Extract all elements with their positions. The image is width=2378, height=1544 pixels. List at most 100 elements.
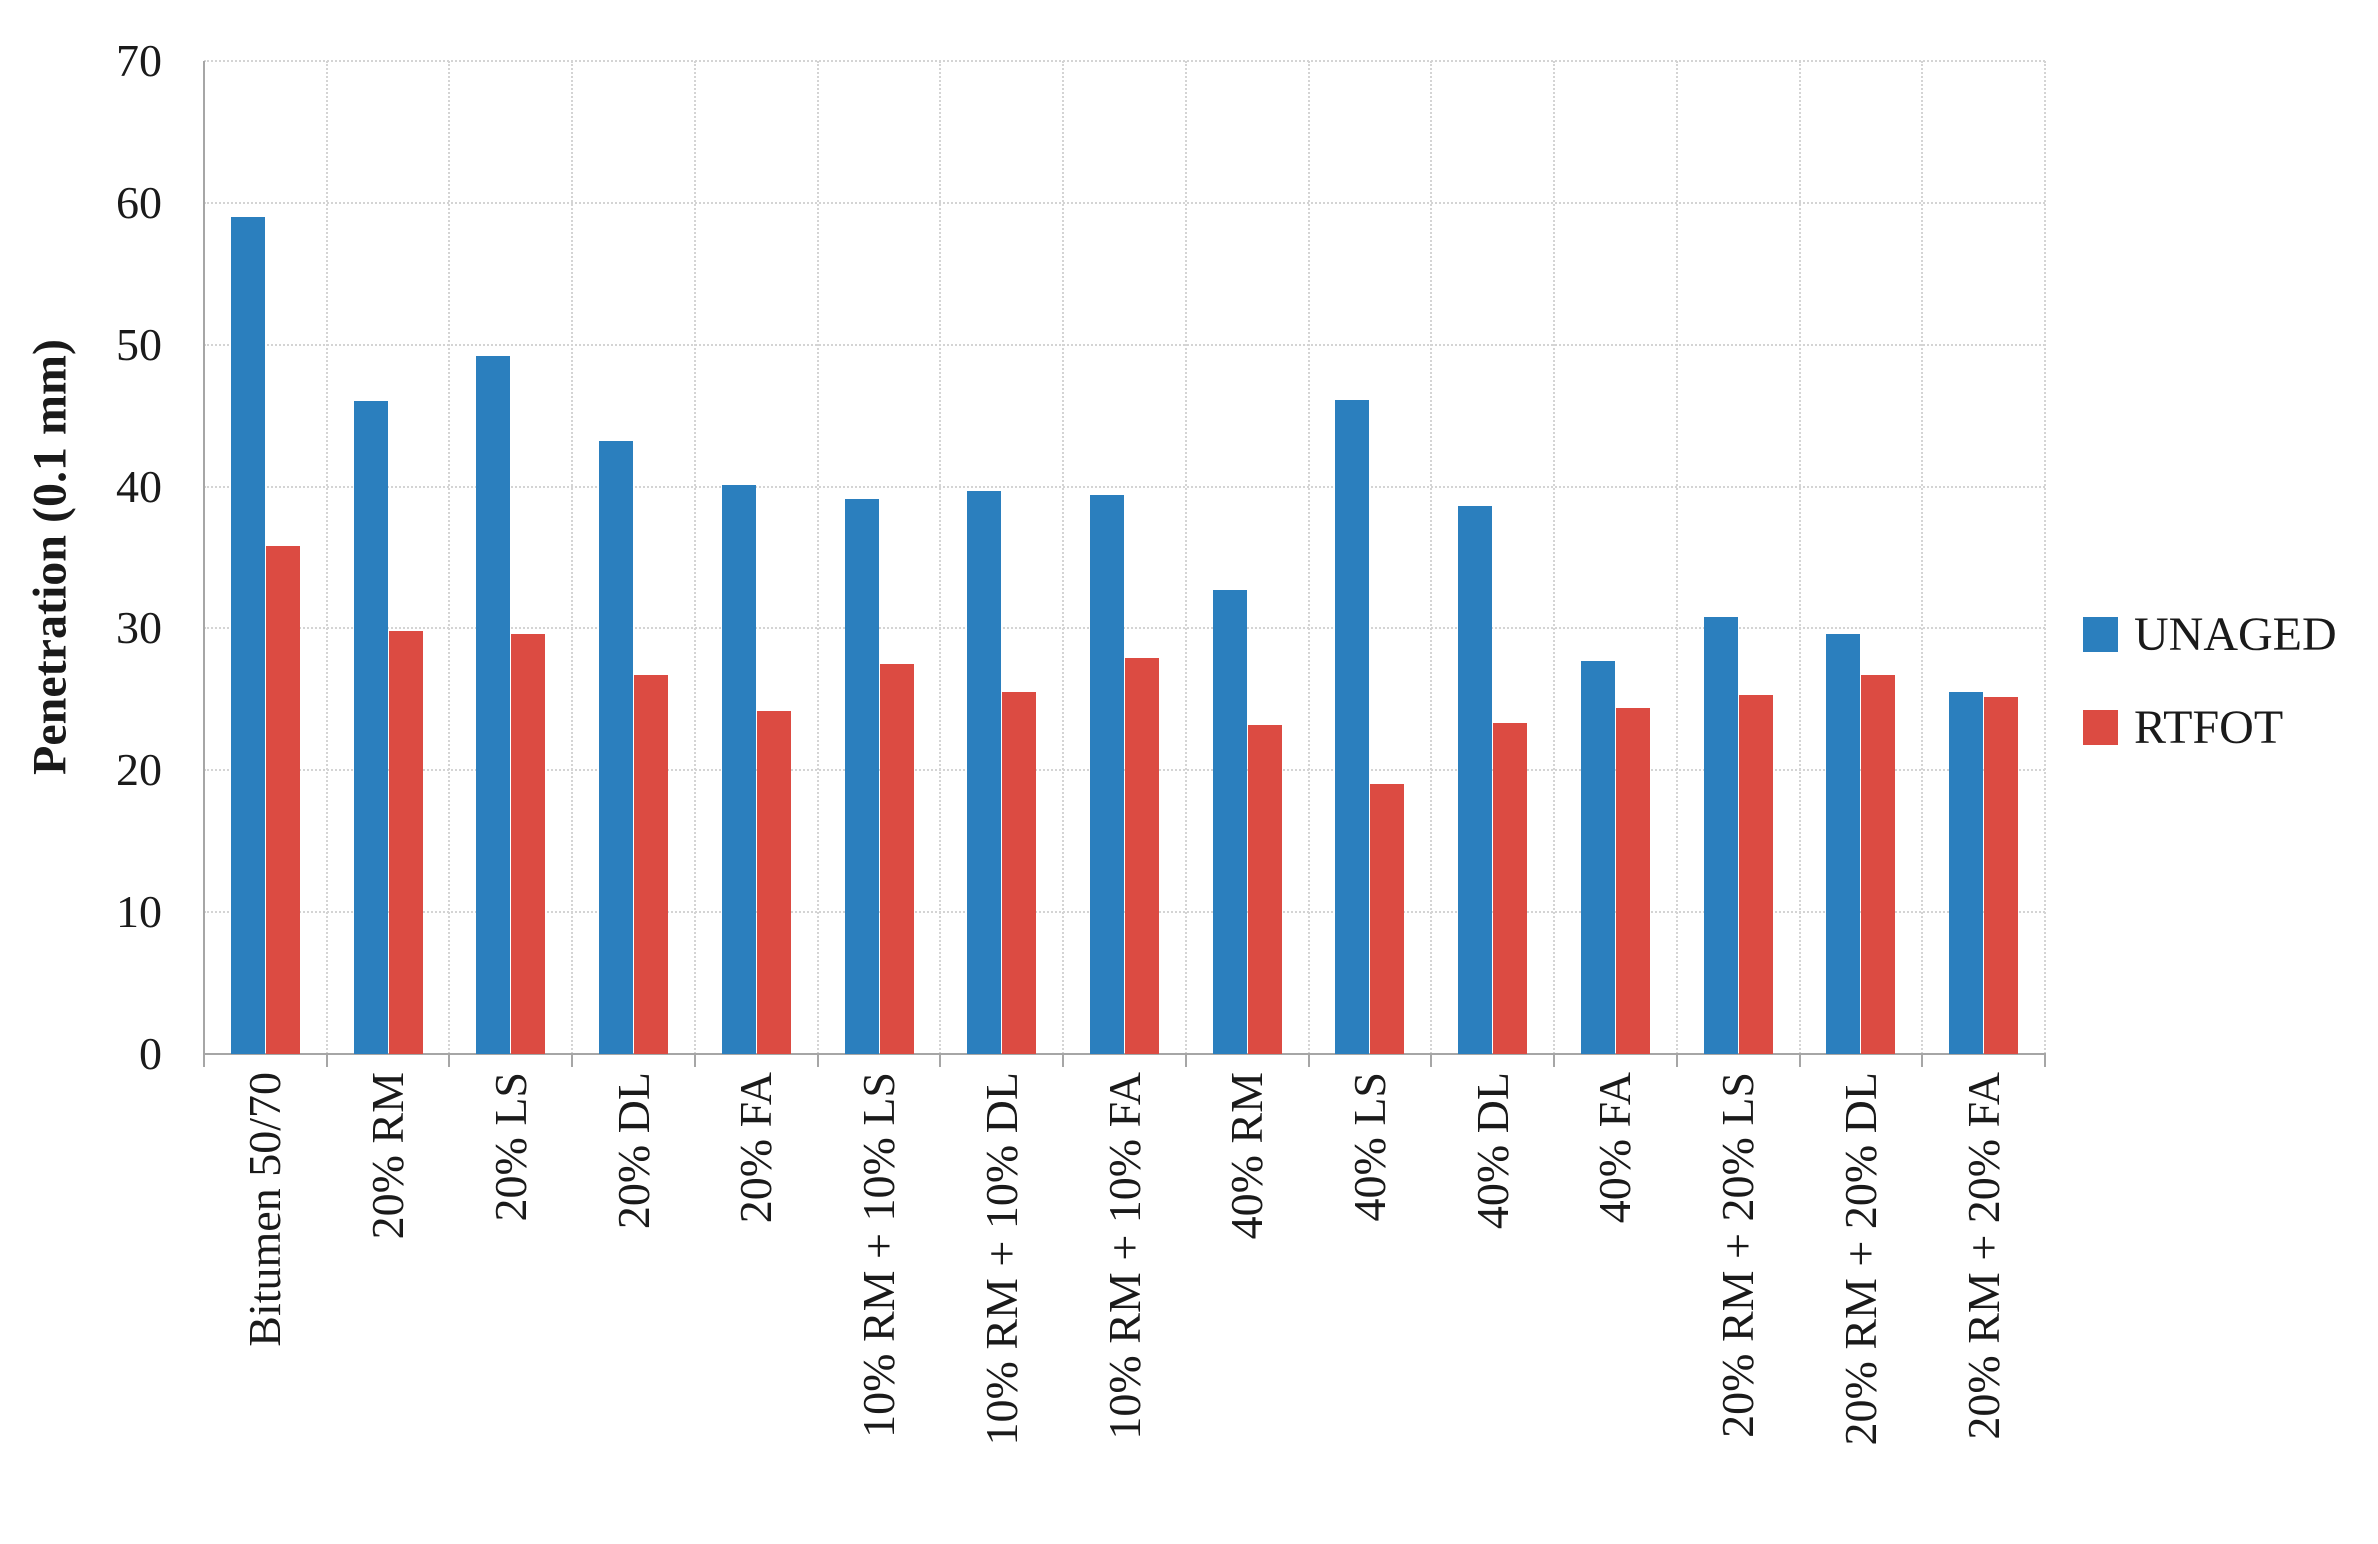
y-axis-line — [203, 61, 205, 1054]
gridline-vertical — [325, 61, 328, 1054]
x-category-label: 40% RM — [1221, 1072, 1273, 1240]
bar-rtfot — [265, 546, 300, 1054]
gridline-vertical — [1307, 61, 1310, 1054]
gridline-horizontal — [204, 769, 2045, 772]
x-category-label: Bitumen 50/70 — [239, 1072, 291, 1347]
gridline-vertical — [939, 61, 942, 1054]
legend-label-unaged: UNAGED — [2134, 607, 2337, 661]
y-tick-label: 30 — [116, 602, 162, 654]
bar-rtfot — [388, 631, 423, 1054]
gridline-vertical — [816, 61, 819, 1054]
x-category-label: 20% RM — [362, 1072, 414, 1240]
gridline-vertical — [1675, 61, 1678, 1054]
gridline-vertical — [693, 61, 696, 1054]
bar-rtfot — [1493, 723, 1528, 1054]
x-category-label: 10% RM + 10% DL — [975, 1072, 1027, 1446]
gridline-vertical — [1921, 61, 1924, 1054]
y-tick-label: 40 — [116, 460, 162, 512]
x-category-label: 20% RM + 20% FA — [1957, 1072, 2009, 1440]
gridline-horizontal — [204, 343, 2045, 346]
y-tick-label: 60 — [116, 176, 162, 228]
x-axis-tick — [1553, 1054, 1556, 1067]
gridline-horizontal — [204, 911, 2045, 914]
legend-swatch-unaged — [2083, 616, 2118, 652]
x-axis-tick — [1430, 1054, 1433, 1067]
x-axis-tick — [939, 1054, 942, 1067]
bar-unaged — [844, 499, 879, 1054]
x-axis-tick — [816, 1054, 819, 1067]
bar-unaged — [1580, 661, 1615, 1054]
bar-rtfot — [1738, 695, 1773, 1054]
bar-rtfot — [634, 675, 669, 1054]
gridline-vertical — [1184, 61, 1187, 1054]
gridline-horizontal — [204, 627, 2045, 630]
x-category-label: 10% RM + 10% LS — [853, 1072, 905, 1438]
bar-rtfot — [1247, 724, 1282, 1054]
x-category-label: 40% DL — [1466, 1072, 1518, 1230]
x-category-label: 20% RM + 20% DL — [1834, 1072, 1886, 1446]
gridline-vertical — [1553, 61, 1556, 1054]
gridline-vertical — [1430, 61, 1433, 1054]
legend-item-rtfot: RTFOT — [2083, 700, 2284, 754]
x-axis-line — [203, 1053, 2046, 1055]
bar-unaged — [1335, 400, 1370, 1054]
y-tick-label: 20 — [116, 744, 162, 796]
x-axis-tick — [203, 1054, 205, 1067]
gridline-vertical — [1062, 61, 1065, 1054]
x-category-label: 10% RM + 10% FA — [1098, 1072, 1150, 1440]
bar-rtfot — [1615, 707, 1650, 1054]
gridline-vertical — [2044, 61, 2046, 1054]
bar-unaged — [1212, 590, 1247, 1054]
gridline-horizontal — [204, 60, 2045, 62]
bar-rtfot — [1861, 675, 1896, 1054]
bar-unaged — [1703, 617, 1738, 1054]
bar-unaged — [1458, 506, 1493, 1054]
x-category-label: 40% LS — [1343, 1072, 1395, 1222]
x-category-label: 20% LS — [484, 1072, 536, 1222]
gridline-horizontal — [204, 201, 2045, 204]
x-axis-tick — [1184, 1054, 1187, 1067]
x-axis-tick — [325, 1054, 328, 1067]
y-tick-label: 10 — [116, 886, 162, 938]
bar-rtfot — [879, 663, 914, 1054]
x-axis-tick — [571, 1054, 574, 1067]
legend-label-rtfot: RTFOT — [2134, 700, 2284, 754]
bar-unaged — [1090, 495, 1124, 1054]
bar-unaged — [230, 217, 265, 1054]
x-axis-tick — [1675, 1054, 1678, 1067]
bar-rtfot — [756, 710, 791, 1054]
bar-unaged — [476, 356, 511, 1054]
x-axis-tick — [1798, 1054, 1801, 1067]
x-category-label: 20% DL — [607, 1072, 659, 1230]
bar-unaged — [721, 485, 756, 1054]
x-axis-tick — [693, 1054, 696, 1067]
bar-rtfot — [1125, 658, 1159, 1054]
y-tick-label: 70 — [116, 35, 162, 86]
x-axis-tick — [2044, 1054, 2046, 1067]
bar-unaged — [967, 490, 1002, 1054]
x-category-label: 20% FA — [730, 1072, 782, 1224]
legend-swatch-rtfot — [2083, 709, 2118, 745]
bar-unaged — [1826, 634, 1861, 1054]
bar-rtfot — [511, 634, 546, 1054]
gridline-vertical — [1798, 61, 1801, 1054]
x-axis-tick — [1062, 1054, 1065, 1067]
bar-rtfot — [1984, 696, 2019, 1054]
bar-unaged — [353, 401, 388, 1054]
x-category-label: 20% RM + 20% LS — [1712, 1072, 1764, 1438]
bar-unaged — [1949, 692, 1984, 1054]
bar-rtfot — [1370, 784, 1405, 1054]
x-axis-tick — [448, 1054, 451, 1067]
bar-unaged — [599, 441, 634, 1054]
y-axis-title: Penetration (0.1 mm) — [23, 339, 77, 775]
gridline-vertical — [448, 61, 451, 1054]
y-tick-label: 50 — [116, 318, 162, 370]
bar-rtfot — [1002, 692, 1037, 1054]
x-axis-tick — [1307, 1054, 1310, 1067]
gridline-horizontal — [204, 485, 2045, 488]
x-axis-tick — [1921, 1054, 1924, 1067]
legend-item-unaged: UNAGED — [2083, 607, 2337, 661]
x-category-label: 40% FA — [1589, 1072, 1641, 1224]
gridline-vertical — [571, 61, 574, 1054]
